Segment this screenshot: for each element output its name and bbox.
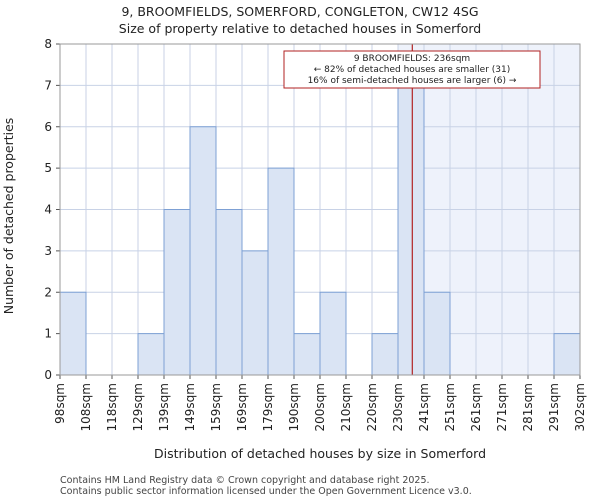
bar [241,250,269,376]
x-tick-label: 190sqm [287,383,301,431]
annotation-line1: 9 BROOMFIELDS: 236sqm [354,54,470,64]
x-tick-label: 139sqm [157,383,171,431]
x-tick-label: 261sqm [469,383,483,431]
x-tick-label: 241sqm [417,383,431,431]
bar [397,84,425,376]
y-tick-label: 3 [44,244,52,258]
bar [319,291,347,376]
bar [137,333,165,376]
x-tick-label: 200sqm [313,383,327,431]
y-axis-label: Number of detached properties [1,118,16,315]
x-tick-label: 129sqm [131,383,145,431]
x-tick-label: 149sqm [183,383,197,431]
x-tick-label: 108sqm [79,383,93,431]
y-tick-label: 7 [44,78,52,92]
x-tick-label: 179sqm [261,383,275,431]
x-tick-label: 302sqm [573,383,587,431]
chart-title-line1: 9, BROOMFIELDS, SOMERFORD, CONGLETON, CW… [121,4,478,19]
x-tick-label: 281sqm [521,383,535,431]
bar [267,167,295,376]
bar [189,126,217,376]
x-tick-label: 220sqm [365,383,379,431]
x-tick-label: 159sqm [209,383,223,431]
x-tick-label: 169sqm [235,383,249,431]
bar [163,209,191,376]
y-tick-label: 1 [44,327,52,341]
y-axis-ticks: 0 1 2 3 4 5 6 7 8 [44,37,60,382]
x-tick-label: 271sqm [495,383,509,431]
x-tick-label: 251sqm [443,383,457,431]
bar [553,333,581,376]
annotation-line2: ← 82% of detached houses are smaller (31… [314,65,511,75]
footer-line1: Contains HM Land Registry data © Crown c… [60,475,430,486]
x-axis-label: Distribution of detached houses by size … [154,446,486,461]
annotation-line3: 16% of semi-detached houses are larger (… [308,76,517,86]
x-tick-label: 210sqm [339,383,353,431]
y-tick-label: 6 [44,120,52,134]
bar [371,333,399,376]
x-tick-label: 230sqm [391,383,405,431]
x-tick-label: 118sqm [105,383,119,431]
bar [293,333,321,376]
chart-title-line2: Size of property relative to detached ho… [119,21,481,36]
annotation-border [283,50,541,89]
annotation-box: 9 BROOMFIELDS: 236sqm ← 82% of detached … [283,50,541,89]
y-tick-label: 4 [44,203,52,217]
x-tick-label: 291sqm [547,383,561,431]
plot-frame [59,43,581,376]
y-tick-label: 0 [44,368,52,382]
bar [423,291,451,376]
y-tick-label: 5 [44,161,52,175]
bar [59,291,87,376]
bar [215,209,243,376]
y-tick-label: 8 [44,37,52,51]
x-tick-label: 98sqm [53,383,67,424]
footer-line2: Contains public sector information licen… [60,486,472,497]
y-tick-label: 2 [44,285,52,299]
x-axis-ticks: 98sqm 108sqm 118sqm 129sqm 139sqm 149sqm 159sq… [53,375,587,431]
